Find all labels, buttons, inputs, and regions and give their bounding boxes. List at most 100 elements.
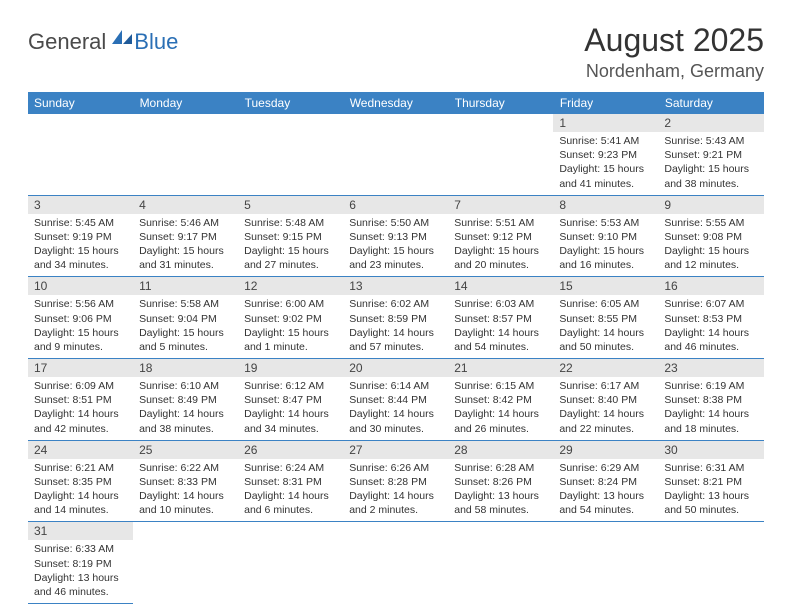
calendar-day-cell: 11Sunrise: 5:58 AMSunset: 9:04 PMDayligh… xyxy=(133,277,238,359)
calendar-day-cell xyxy=(133,114,238,195)
day-number: 25 xyxy=(133,441,238,459)
calendar-day-cell: 31Sunrise: 6:33 AMSunset: 8:19 PMDayligh… xyxy=(28,522,133,604)
day-number: 10 xyxy=(28,277,133,295)
calendar-week-row: 31Sunrise: 6:33 AMSunset: 8:19 PMDayligh… xyxy=(28,522,764,604)
calendar-day-cell xyxy=(448,522,553,604)
day-details: Sunrise: 6:07 AMSunset: 8:53 PMDaylight:… xyxy=(658,295,763,358)
day-details: Sunrise: 6:17 AMSunset: 8:40 PMDaylight:… xyxy=(553,377,658,440)
calendar-day-cell: 7Sunrise: 5:51 AMSunset: 9:12 PMDaylight… xyxy=(448,195,553,277)
day-details: Sunrise: 6:31 AMSunset: 8:21 PMDaylight:… xyxy=(658,459,763,522)
calendar-table: SundayMondayTuesdayWednesdayThursdayFrid… xyxy=(28,92,764,604)
day-details: Sunrise: 6:21 AMSunset: 8:35 PMDaylight:… xyxy=(28,459,133,522)
day-details: Sunrise: 6:09 AMSunset: 8:51 PMDaylight:… xyxy=(28,377,133,440)
sunrise-text: Sunrise: 6:33 AM xyxy=(34,542,127,556)
calendar-day-cell xyxy=(343,114,448,195)
calendar-day-cell: 15Sunrise: 6:05 AMSunset: 8:55 PMDayligh… xyxy=(553,277,658,359)
sunset-text: Sunset: 8:24 PM xyxy=(559,475,652,489)
daylight-text: Daylight: 14 hours and 2 minutes. xyxy=(349,489,442,517)
daylight-text: Daylight: 15 hours and 9 minutes. xyxy=(34,326,127,354)
sunrise-text: Sunrise: 5:51 AM xyxy=(454,216,547,230)
sunset-text: Sunset: 8:57 PM xyxy=(454,312,547,326)
day-details: Sunrise: 5:48 AMSunset: 9:15 PMDaylight:… xyxy=(238,214,343,277)
daylight-text: Daylight: 14 hours and 38 minutes. xyxy=(139,407,232,435)
sunrise-text: Sunrise: 6:14 AM xyxy=(349,379,442,393)
sunset-text: Sunset: 8:42 PM xyxy=(454,393,547,407)
calendar-day-cell xyxy=(238,114,343,195)
day-number: 11 xyxy=(133,277,238,295)
sunrise-text: Sunrise: 6:31 AM xyxy=(664,461,757,475)
daylight-text: Daylight: 14 hours and 34 minutes. xyxy=(244,407,337,435)
day-details: Sunrise: 6:22 AMSunset: 8:33 PMDaylight:… xyxy=(133,459,238,522)
sunset-text: Sunset: 9:19 PM xyxy=(34,230,127,244)
daylight-text: Daylight: 15 hours and 31 minutes. xyxy=(139,244,232,272)
daylight-text: Daylight: 15 hours and 27 minutes. xyxy=(244,244,337,272)
calendar-day-cell: 30Sunrise: 6:31 AMSunset: 8:21 PMDayligh… xyxy=(658,440,763,522)
daylight-text: Daylight: 15 hours and 34 minutes. xyxy=(34,244,127,272)
weekday-header: SundayMondayTuesdayWednesdayThursdayFrid… xyxy=(28,92,764,114)
calendar-day-cell xyxy=(343,522,448,604)
daylight-text: Daylight: 15 hours and 20 minutes. xyxy=(454,244,547,272)
daylight-text: Daylight: 14 hours and 57 minutes. xyxy=(349,326,442,354)
daylight-text: Daylight: 13 hours and 54 minutes. xyxy=(559,489,652,517)
sunset-text: Sunset: 8:47 PM xyxy=(244,393,337,407)
sunset-text: Sunset: 8:31 PM xyxy=(244,475,337,489)
sunrise-text: Sunrise: 5:46 AM xyxy=(139,216,232,230)
sunset-text: Sunset: 9:13 PM xyxy=(349,230,442,244)
day-number: 29 xyxy=(553,441,658,459)
sunrise-text: Sunrise: 6:00 AM xyxy=(244,297,337,311)
sunrise-text: Sunrise: 6:21 AM xyxy=(34,461,127,475)
sunset-text: Sunset: 9:02 PM xyxy=(244,312,337,326)
sunrise-text: Sunrise: 6:28 AM xyxy=(454,461,547,475)
sunset-text: Sunset: 9:21 PM xyxy=(664,148,757,162)
day-number: 26 xyxy=(238,441,343,459)
day-details: Sunrise: 5:41 AMSunset: 9:23 PMDaylight:… xyxy=(553,132,658,195)
day-number: 1 xyxy=(553,114,658,132)
day-number: 19 xyxy=(238,359,343,377)
daylight-text: Daylight: 15 hours and 12 minutes. xyxy=(664,244,757,272)
calendar-day-cell: 25Sunrise: 6:22 AMSunset: 8:33 PMDayligh… xyxy=(133,440,238,522)
day-number: 7 xyxy=(448,196,553,214)
daylight-text: Daylight: 14 hours and 22 minutes. xyxy=(559,407,652,435)
calendar-day-cell: 20Sunrise: 6:14 AMSunset: 8:44 PMDayligh… xyxy=(343,359,448,441)
sunrise-text: Sunrise: 6:22 AM xyxy=(139,461,232,475)
day-number: 4 xyxy=(133,196,238,214)
sunset-text: Sunset: 8:21 PM xyxy=(664,475,757,489)
day-details: Sunrise: 5:45 AMSunset: 9:19 PMDaylight:… xyxy=(28,214,133,277)
day-details: Sunrise: 6:33 AMSunset: 8:19 PMDaylight:… xyxy=(28,540,133,603)
sunset-text: Sunset: 9:10 PM xyxy=(559,230,652,244)
daylight-text: Daylight: 15 hours and 41 minutes. xyxy=(559,162,652,190)
daylight-text: Daylight: 14 hours and 6 minutes. xyxy=(244,489,337,517)
daylight-text: Daylight: 14 hours and 14 minutes. xyxy=(34,489,127,517)
day-number: 23 xyxy=(658,359,763,377)
calendar-day-cell xyxy=(658,522,763,604)
calendar-day-cell: 17Sunrise: 6:09 AMSunset: 8:51 PMDayligh… xyxy=(28,359,133,441)
calendar-day-cell: 18Sunrise: 6:10 AMSunset: 8:49 PMDayligh… xyxy=(133,359,238,441)
day-details: Sunrise: 5:43 AMSunset: 9:21 PMDaylight:… xyxy=(658,132,763,195)
sunrise-text: Sunrise: 5:53 AM xyxy=(559,216,652,230)
calendar-page: General Blue August 2025 Nordenham, Germ… xyxy=(0,0,792,604)
weekday-header-cell: Saturday xyxy=(658,92,763,114)
calendar-day-cell: 13Sunrise: 6:02 AMSunset: 8:59 PMDayligh… xyxy=(343,277,448,359)
day-details: Sunrise: 6:03 AMSunset: 8:57 PMDaylight:… xyxy=(448,295,553,358)
sunset-text: Sunset: 8:26 PM xyxy=(454,475,547,489)
sunrise-text: Sunrise: 6:12 AM xyxy=(244,379,337,393)
sunrise-text: Sunrise: 6:15 AM xyxy=(454,379,547,393)
calendar-day-cell xyxy=(448,114,553,195)
daylight-text: Daylight: 15 hours and 16 minutes. xyxy=(559,244,652,272)
day-details: Sunrise: 6:12 AMSunset: 8:47 PMDaylight:… xyxy=(238,377,343,440)
day-number: 31 xyxy=(28,522,133,540)
day-number: 22 xyxy=(553,359,658,377)
sunset-text: Sunset: 8:40 PM xyxy=(559,393,652,407)
sunset-text: Sunset: 9:08 PM xyxy=(664,230,757,244)
sunrise-text: Sunrise: 5:43 AM xyxy=(664,134,757,148)
calendar-day-cell xyxy=(28,114,133,195)
sunrise-text: Sunrise: 5:55 AM xyxy=(664,216,757,230)
sunrise-text: Sunrise: 6:29 AM xyxy=(559,461,652,475)
calendar-week-row: 1Sunrise: 5:41 AMSunset: 9:23 PMDaylight… xyxy=(28,114,764,195)
day-number: 15 xyxy=(553,277,658,295)
daylight-text: Daylight: 14 hours and 46 minutes. xyxy=(664,326,757,354)
daylight-text: Daylight: 15 hours and 23 minutes. xyxy=(349,244,442,272)
title-block: August 2025 Nordenham, Germany xyxy=(584,22,764,82)
day-number: 17 xyxy=(28,359,133,377)
sunset-text: Sunset: 8:44 PM xyxy=(349,393,442,407)
